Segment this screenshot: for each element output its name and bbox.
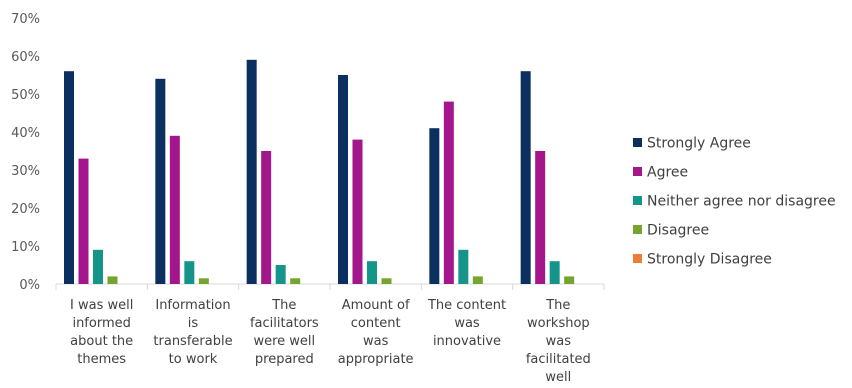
bar-agree [352,139,363,284]
bar-neither-agree-nor-disagree [367,261,377,284]
y-tick-label: 0% [19,278,40,293]
x-category-label: content [351,316,401,331]
bar-disagree [107,276,118,284]
x-category-label: informed [72,316,130,331]
x-category-label: facilitated [526,352,591,367]
legend-swatch [633,254,642,263]
x-category-label: transferable [153,334,232,349]
legend-swatch [633,196,642,205]
x-category-label: facilitators [250,316,319,331]
y-axis: 0% 10% 20% 30% 40% 50% 60% 70% [11,12,40,293]
bar-strongly-agree [520,71,531,284]
bar-strongly-agree [429,128,440,284]
bars [64,59,575,284]
x-category-label: well [545,370,571,385]
y-tick-label: 20% [11,202,40,217]
bar-neither-agree-nor-disagree [93,249,103,284]
legend-swatch [633,138,642,147]
x-category-label: The [271,298,296,313]
x-category-label: was [363,334,389,349]
x-category-label: Amount of [342,298,410,313]
x-category-label: appropriate [338,352,414,367]
x-category-label: themes [77,352,126,367]
y-tick-label: 40% [11,126,40,141]
x-category-label: innovative [433,334,501,349]
bar-agree [169,135,180,284]
legend-label: Neither agree nor disagree [647,194,836,210]
legend-label: Strongly Agree [647,136,751,152]
bar-strongly-agree [338,75,348,284]
x-category-label: prepared [255,352,314,367]
x-category-label: The content [427,298,506,313]
y-tick-label: 70% [11,12,40,27]
bar-neither-agree-nor-disagree [275,265,286,284]
bar-agree [443,101,454,284]
bar-disagree [198,278,209,284]
x-category-label: was [454,316,480,331]
x-category-label: I was well [70,298,133,313]
bar-disagree [381,278,392,284]
x-category-label: to work [169,352,218,367]
x-category-label: workshop [527,316,590,331]
bar-agree [535,151,546,284]
legend: Strongly Agree Agree Neither agree nor dis… [633,136,836,268]
bar-neither-agree-nor-disagree [184,261,195,284]
y-tick-label: 50% [11,88,40,103]
bar-neither-agree-nor-disagree [549,261,560,284]
bar-strongly-agree [64,71,74,284]
y-tick-label: 10% [11,240,40,255]
x-category-label: The [545,298,570,313]
y-tick-label: 30% [11,164,40,179]
x-category-label: was [546,334,572,349]
x-category-label: about the [70,334,133,349]
bar-agree [78,158,89,284]
bar-disagree [564,276,575,284]
x-category-label: Information [155,298,230,313]
legend-label: Strongly Disagree [647,252,772,268]
bar-disagree [472,276,483,284]
x-category-label: is [188,316,199,331]
x-category-label: were well [253,334,315,349]
x-axis [55,283,605,290]
bar-disagree [290,278,301,284]
legend-swatch [633,225,642,234]
bar-strongly-agree [155,78,166,284]
legend-swatch [633,167,642,176]
bar-strongly-agree [246,59,257,284]
legend-label: Disagree [647,223,709,239]
y-tick-label: 60% [11,50,40,65]
bar-agree [261,151,272,284]
x-labels: I was well informed about the themes Informa… [70,298,591,385]
legend-label: Agree [647,165,688,181]
bar-neither-agree-nor-disagree [458,249,469,284]
